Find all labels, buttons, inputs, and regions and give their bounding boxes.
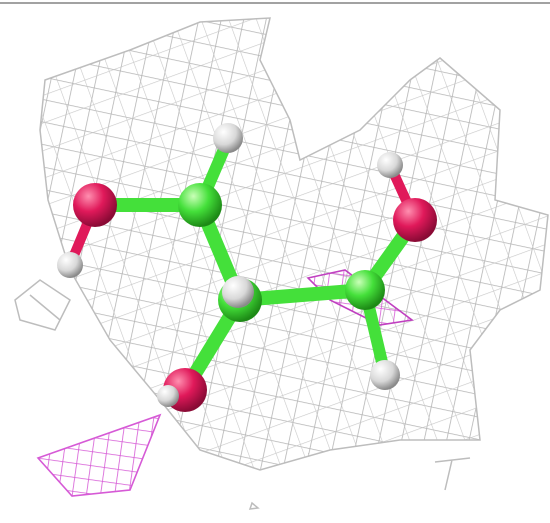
atoms bbox=[57, 123, 437, 412]
mesh-outline bbox=[39, 17, 549, 471]
mesh-fragments bbox=[14, 279, 471, 510]
